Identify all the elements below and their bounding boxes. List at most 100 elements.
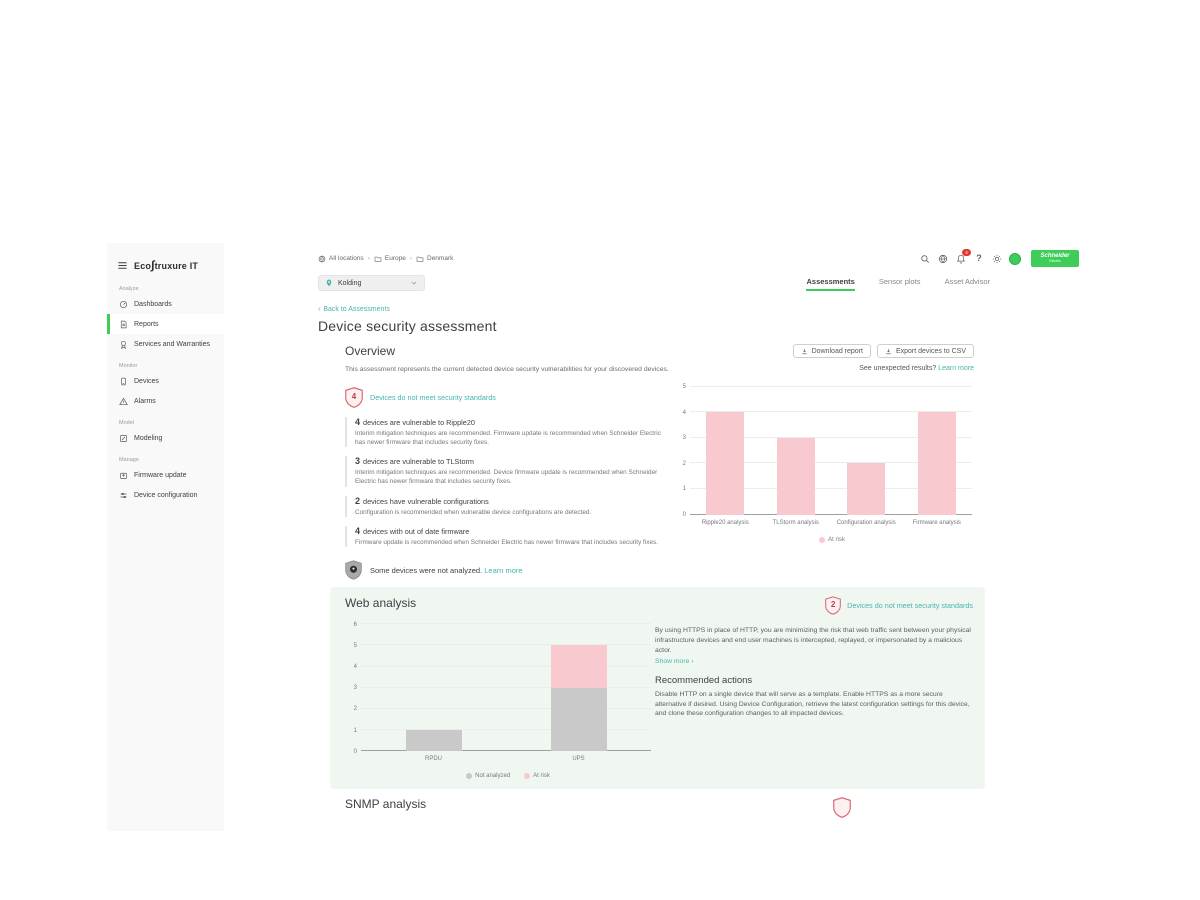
breadcrumb-europe[interactable]: Europe [374,255,406,263]
sidebar-item-dashboards[interactable]: Dashboards [107,294,224,314]
chart-categories: Ripple20 analysis TLStorm analysis Configu… [690,387,972,526]
learn-more-link[interactable]: Learn more [484,565,523,575]
web-analysis-description: By using HTTPS in place of HTTP, you are… [655,627,971,654]
sidebar-item-firmware-update[interactable]: Firmware update [107,465,224,485]
bar-segment-at-risk[interactable] [917,412,956,515]
legend-item: Not analyzed [466,773,510,780]
chart-legend: Not analyzed At risk [361,773,655,780]
sidebar-item-modeling[interactable]: Modeling [107,428,224,448]
device-configuration-icon [120,492,127,498]
y-axis-tick-label: 3 [353,685,357,692]
web-analysis-heading: Web analysis [345,596,417,611]
finding-count: 3 [355,456,361,467]
export-csv-button[interactable]: Export devices to CSV [876,344,974,358]
overview-risk-chart: 0 1 2 3 4 5 Ripple20 analysis TLStorm analysis C… [674,384,974,557]
unexpected-results-text: See unexpected results? Learn more [859,365,974,372]
bar-segment-at-risk[interactable] [847,463,886,515]
risk-badge-count: 2 [830,600,836,610]
chart-gridline [690,411,972,413]
x-axis-label: RPDU [424,756,443,763]
chart-bar [550,624,607,752]
tab-asset-advisor[interactable]: Asset Advisor [944,277,990,286]
sidebar-item-alarms[interactable]: Alarms [107,391,224,411]
y-axis-tick-label: 1 [682,486,686,493]
bar-segment-not-analyzed[interactable] [405,730,462,752]
breadcrumb-separator: › [409,255,412,262]
hamburger-menu-icon[interactable] [117,260,128,271]
y-axis-tick-label: 0 [353,748,357,755]
tab-assessments[interactable]: Assessments [806,277,855,291]
schneider-electric-logo[interactable]: Schneider Electric [1031,250,1079,267]
risk-shield-badge: 4 [345,386,363,408]
sidebar-item-devices[interactable]: Devices [107,371,224,391]
risk-badge-label[interactable]: Devices do not meet security standards [370,392,496,402]
language-button[interactable] [937,253,949,265]
legend-item: At risk [819,536,845,543]
page-title: Device security assessment [318,318,497,334]
sidebar-item-reports[interactable]: Reports [107,314,224,334]
finding-title: devices with out of date firmware [363,526,470,536]
bar-segment-at-risk[interactable] [706,412,745,515]
download-report-button[interactable]: Download report [792,344,871,358]
back-to-assessments-link[interactable]: ‹ Back to Assessments [318,306,390,313]
alarms-icon [119,397,128,405]
devices-icon [121,377,126,385]
chart-gridline [690,487,972,489]
finding-description: Interim mitigation techniques are recomm… [355,429,661,446]
chart-gridline [361,623,651,625]
chart-bar [847,387,886,515]
notifications-button[interactable]: 4 [955,248,971,265]
breadcrumb-all-locations[interactable]: All locations [318,255,364,263]
show-more-link[interactable]: Show more › [655,657,694,665]
chevron-down-icon [411,281,417,285]
brand-name: Eco∫truxure IT [134,258,199,272]
finding-firmware: 4 devices with out of date firmware Firmw… [345,525,667,548]
sidebar-item-services-warranties[interactable]: Services and Warranties [107,334,224,354]
chart-category-slot: RPDU [361,624,506,762]
breadcrumb-denmark[interactable]: Denmark [416,255,453,263]
download-icon [886,348,891,354]
legend-dot [466,773,473,780]
learn-more-link[interactable]: Learn more [938,365,974,372]
chart-plot-area: 0 1 2 3 4 5 Ripple20 analysis TLStorm analysis C… [683,384,972,526]
finding-ripple20: 4 devices are vulnerable to Ripple20 Inte… [345,416,667,448]
bar-segment-not-analyzed[interactable] [550,687,607,752]
settings-button[interactable] [991,253,1003,265]
bar-segment-at-risk[interactable] [776,437,815,515]
finding-description: Configuration is recommended when vulner… [355,508,592,516]
snmp-analysis-section: SNMP analysis [345,797,985,819]
x-axis-label: Firmware analysis [912,519,961,526]
chart-legend: At risk [690,536,974,543]
risk-shield-badge: 2 [825,596,842,615]
sidebar-item-label: Devices [134,377,159,385]
sidebar-item-label: Services and Warranties [134,340,210,348]
overview-heading: Overview [345,344,396,358]
web-badge-row: 2 Devices do not meet security standards [825,596,973,615]
breadcrumb-separator: › [367,255,370,262]
y-axis-tick-label: 5 [353,642,357,649]
chart-category-slot: TLStorm analysis [761,387,832,526]
dashboard-icon [119,300,128,308]
finding-title: devices have vulnerable configurations [363,496,489,506]
schneider-logo-text: Schneider [1040,253,1070,260]
modeling-icon [120,434,127,442]
chart-bar [917,387,956,515]
finding-count: 4 [355,416,361,427]
sidebar-section-label: Analyze [119,286,139,292]
chart-gridline [361,729,651,731]
sidebar-section-label: Model [119,420,134,426]
user-avatar[interactable] [1009,252,1021,265]
location-dropdown[interactable]: Kolding [318,275,425,291]
chart-gridline [690,462,972,464]
firmware-update-icon [120,472,127,479]
sidebar-item-label: Modeling [134,434,163,442]
folder-icon [416,256,424,262]
help-button[interactable]: ? [973,253,985,265]
finding-description: Interim mitigation techniques are recomm… [355,469,658,486]
search-button[interactable] [919,253,931,265]
sidebar-item-device-configuration[interactable]: Device configuration [107,485,224,505]
tab-sensor-plots[interactable]: Sensor plots [878,277,921,286]
bar-segment-at-risk[interactable] [550,645,607,688]
risk-badge-label[interactable]: Devices do not meet security standards [847,601,973,611]
x-axis-label: UPS [572,756,585,763]
